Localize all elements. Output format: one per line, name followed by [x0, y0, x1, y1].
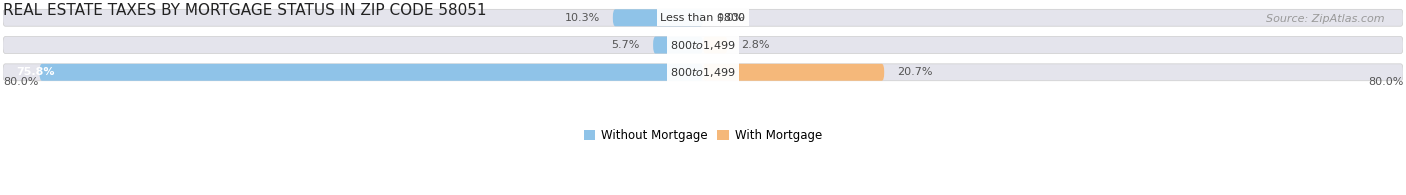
Text: REAL ESTATE TAXES BY MORTGAGE STATUS IN ZIP CODE 58051: REAL ESTATE TAXES BY MORTGAGE STATUS IN … [3, 3, 486, 18]
Text: $800 to $1,499: $800 to $1,499 [671, 39, 735, 51]
Text: 80.0%: 80.0% [3, 77, 38, 87]
Text: 2.8%: 2.8% [741, 40, 769, 50]
Text: Source: ZipAtlas.com: Source: ZipAtlas.com [1267, 14, 1385, 24]
FancyBboxPatch shape [3, 64, 1403, 81]
Text: 0.0%: 0.0% [716, 13, 744, 23]
Text: 80.0%: 80.0% [1368, 77, 1403, 87]
FancyBboxPatch shape [703, 37, 727, 53]
FancyBboxPatch shape [654, 37, 703, 53]
FancyBboxPatch shape [3, 9, 1403, 26]
Text: 5.7%: 5.7% [612, 40, 640, 50]
Text: $800 to $1,499: $800 to $1,499 [671, 66, 735, 79]
Text: 75.8%: 75.8% [15, 67, 55, 77]
Text: 20.7%: 20.7% [897, 67, 932, 77]
FancyBboxPatch shape [613, 9, 703, 26]
Legend: Without Mortgage, With Mortgage: Without Mortgage, With Mortgage [579, 124, 827, 147]
FancyBboxPatch shape [3, 37, 1403, 53]
Text: 10.3%: 10.3% [564, 13, 600, 23]
FancyBboxPatch shape [39, 64, 703, 81]
FancyBboxPatch shape [703, 64, 884, 81]
Text: Less than $800: Less than $800 [661, 13, 745, 23]
